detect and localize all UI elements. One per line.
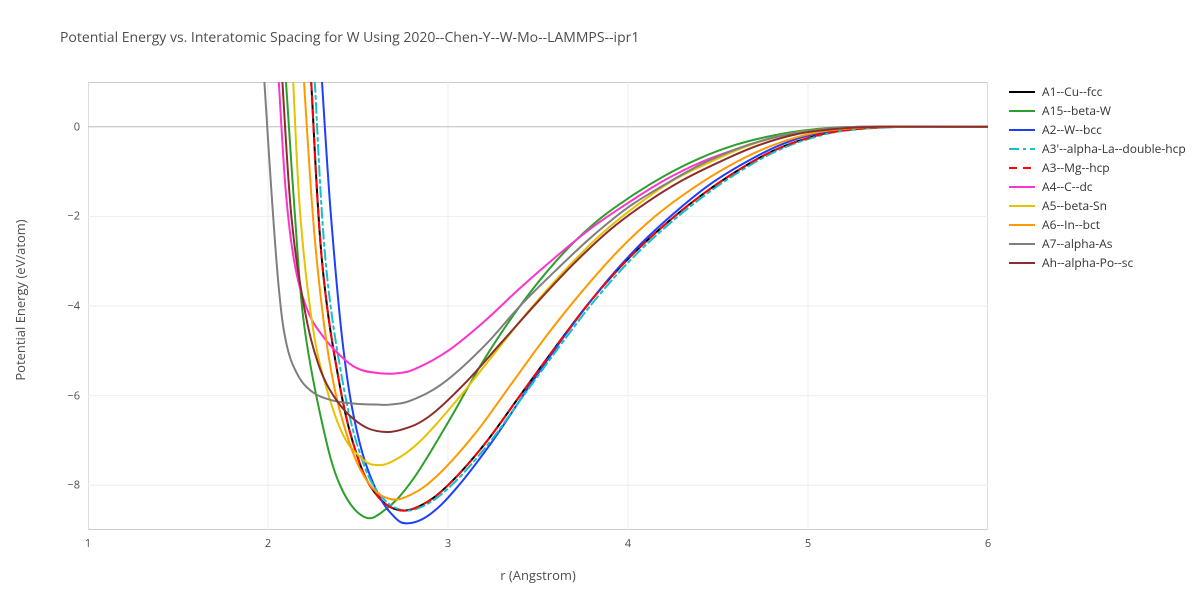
legend-swatch bbox=[1008, 237, 1036, 251]
legend-item[interactable]: A2--W--bcc bbox=[1008, 120, 1186, 139]
x-tick-label: 4 bbox=[625, 536, 631, 551]
legend-label: A6--In--bct bbox=[1042, 216, 1100, 233]
legend-swatch bbox=[1008, 123, 1036, 137]
legend-item[interactable]: A1--Cu--fcc bbox=[1008, 82, 1186, 101]
legend-label: Ah--alpha-Po--sc bbox=[1042, 254, 1133, 271]
x-tick-label: 6 bbox=[985, 536, 991, 551]
x-tick-label: 2 bbox=[265, 536, 271, 551]
series-line[interactable] bbox=[311, 82, 988, 511]
legend-label: A7--alpha-As bbox=[1042, 235, 1112, 252]
legend-swatch bbox=[1008, 218, 1036, 232]
legend-label: A15--beta-W bbox=[1042, 102, 1111, 119]
x-tick-label: 5 bbox=[805, 536, 811, 551]
series-line[interactable] bbox=[311, 82, 988, 511]
legend-swatch bbox=[1008, 180, 1036, 194]
y-tick-label: −8 bbox=[67, 478, 80, 493]
series-line[interactable] bbox=[293, 82, 988, 465]
x-tick-label: 1 bbox=[85, 536, 91, 551]
legend-item[interactable]: A3'--alpha-La--double-hcp bbox=[1008, 139, 1186, 158]
x-tick-label: 3 bbox=[445, 536, 451, 551]
x-axis-label: r (Angstrom) bbox=[500, 566, 576, 584]
series-line[interactable] bbox=[282, 82, 988, 432]
legend-swatch bbox=[1008, 161, 1036, 175]
legend-label: A4--C--dc bbox=[1042, 178, 1093, 195]
legend-label: A5--beta-Sn bbox=[1042, 197, 1107, 214]
legend[interactable]: A1--Cu--fcc A15--beta-W A2--W--bcc A3'--alp… bbox=[1008, 82, 1186, 272]
y-tick-label: 0 bbox=[74, 119, 80, 134]
plot-area[interactable] bbox=[88, 82, 988, 530]
legend-item[interactable]: Ah--alpha-Po--sc bbox=[1008, 253, 1186, 272]
legend-swatch bbox=[1008, 256, 1036, 270]
legend-item[interactable]: A5--beta-Sn bbox=[1008, 196, 1186, 215]
legend-label: A3--Mg--hcp bbox=[1042, 159, 1110, 176]
chart-title: Potential Energy vs. Interatomic Spacing… bbox=[60, 28, 639, 47]
y-tick-label: −2 bbox=[67, 209, 80, 224]
y-axis-label: Potential Energy (eV/atom) bbox=[11, 219, 29, 380]
legend-label: A2--W--bcc bbox=[1042, 121, 1102, 138]
legend-item[interactable]: A15--beta-W bbox=[1008, 101, 1186, 120]
series-line[interactable] bbox=[286, 82, 988, 518]
series-line[interactable] bbox=[304, 82, 988, 500]
legend-item[interactable]: A4--C--dc bbox=[1008, 177, 1186, 196]
legend-label: A1--Cu--fcc bbox=[1042, 83, 1102, 100]
legend-swatch bbox=[1008, 104, 1036, 118]
legend-label: A3'--alpha-La--double-hcp bbox=[1042, 140, 1186, 157]
legend-item[interactable]: A7--alpha-As bbox=[1008, 234, 1186, 253]
legend-swatch bbox=[1008, 199, 1036, 213]
y-tick-label: −4 bbox=[67, 299, 80, 314]
y-tick-label: −6 bbox=[67, 388, 80, 403]
legend-item[interactable]: A3--Mg--hcp bbox=[1008, 158, 1186, 177]
series-line[interactable] bbox=[322, 82, 988, 523]
legend-swatch bbox=[1008, 142, 1036, 156]
legend-swatch bbox=[1008, 85, 1036, 99]
legend-item[interactable]: A6--In--bct bbox=[1008, 215, 1186, 234]
